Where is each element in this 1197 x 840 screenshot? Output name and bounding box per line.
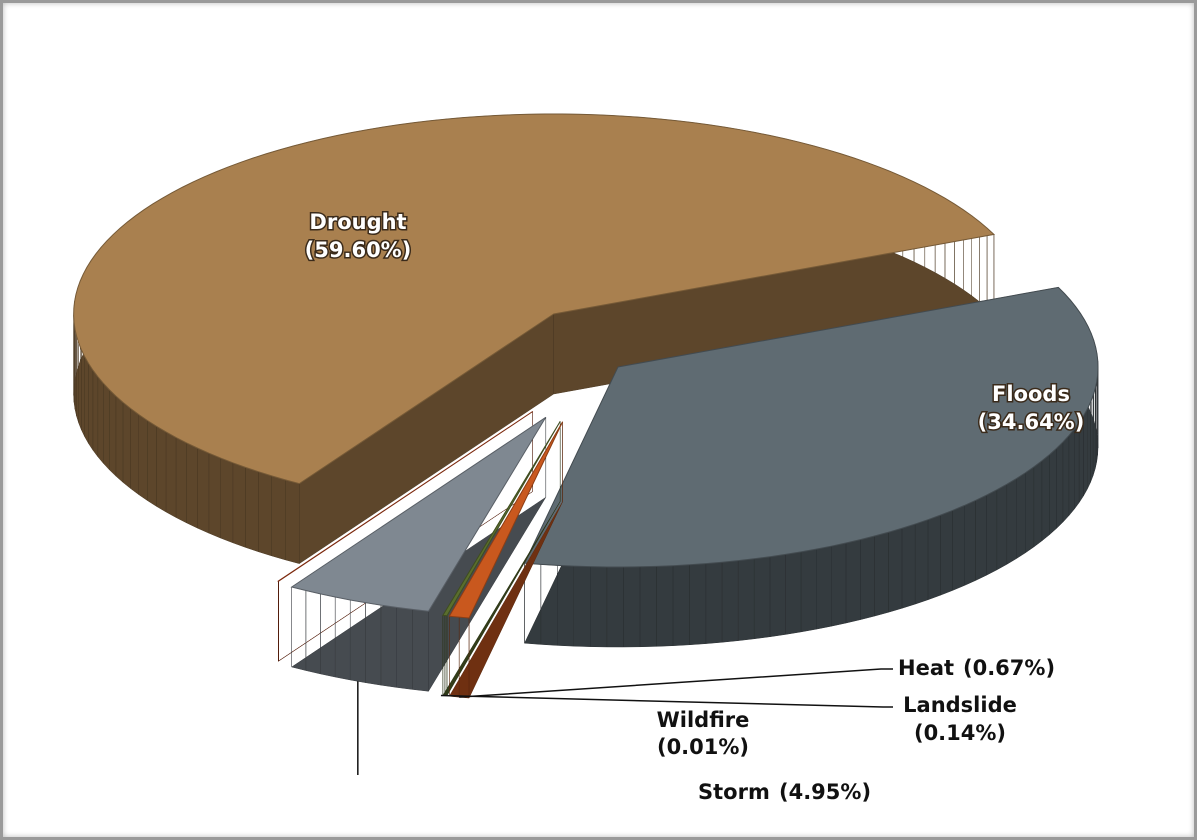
slice-label: Wildfire xyxy=(657,708,750,732)
slice-value-label: (0.67%) xyxy=(963,656,1055,680)
slice-label: Storm xyxy=(698,780,770,804)
leader-line xyxy=(459,668,893,698)
slice-value-label: (59.60%) xyxy=(305,238,412,262)
slice-label: Drought xyxy=(309,210,406,234)
slice xyxy=(277,411,533,662)
slice-value-label: (0.01%) xyxy=(657,735,749,759)
slice-value-label: (34.64%) xyxy=(978,410,1085,434)
slice-value-label: (4.95%) xyxy=(779,780,871,804)
slice-top xyxy=(442,421,561,617)
slice-label: Landslide xyxy=(903,693,1017,717)
slice-top xyxy=(73,113,996,485)
slice-top xyxy=(290,416,547,612)
slice-label: Heat xyxy=(898,656,954,680)
leader-line xyxy=(440,694,893,708)
slice-label: Floods xyxy=(992,382,1070,406)
slice xyxy=(448,420,563,699)
slice xyxy=(73,113,996,565)
slice-side xyxy=(278,411,533,662)
slice xyxy=(290,416,547,693)
chart: Drought (59.60%) Floods (34.64%) Heat (0.67%)… xyxy=(73,113,1099,804)
slice-value-label: (0.14%) xyxy=(914,721,1006,745)
slice-top xyxy=(277,411,533,582)
slice-top xyxy=(448,421,563,619)
slice-top xyxy=(523,286,1099,568)
slice xyxy=(523,286,1099,648)
